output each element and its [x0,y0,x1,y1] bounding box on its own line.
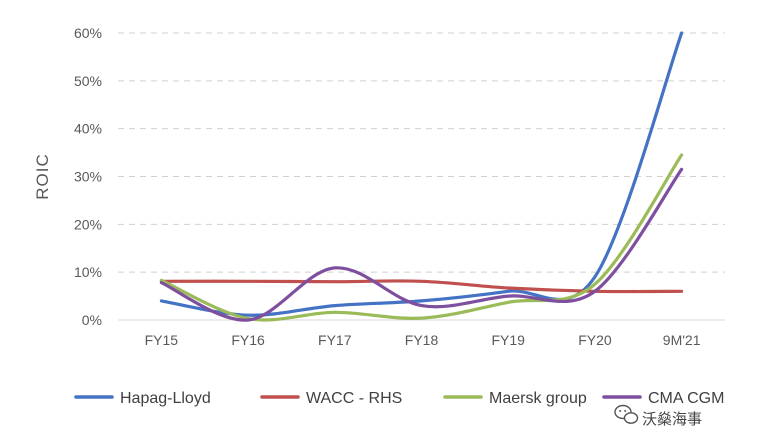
watermark: 沃燊海事 [614,404,702,428]
gridlines [118,32,725,273]
series-line-maersk-group [159,153,684,322]
legend-label: WACC - RHS [306,390,402,407]
x-tick-label: FY17 [318,332,352,348]
x-tick-label: FY16 [231,332,265,348]
y-tick-label: 30% [74,169,102,185]
x-tick-label: FY19 [491,332,525,348]
x-axis-ticks: FY15 FY16 FY17 FY18 FY19 FY20 9M'21 [145,332,701,348]
y-axis-ticks: 0% 10% 20% 30% 40% 50% 60% [74,25,102,328]
series-line-hapag-lloyd [159,31,684,317]
y-tick-label: 50% [74,73,102,89]
y-tick-label: 0% [82,312,102,328]
y-tick-label: 10% [74,264,102,280]
y-axis-label: ROIC [33,153,52,200]
watermark-text: 沃燊海事 [642,410,702,428]
x-tick-label: FY15 [145,332,179,348]
x-tick-label: FY20 [578,332,612,348]
wechat-icon [614,404,639,424]
series-lines [159,31,684,322]
legend-label: Hapag-Lloyd [120,390,211,407]
y-tick-label: 20% [74,216,102,232]
legend: Hapag-Lloyd WACC - RHS Maersk group CMA CGM [74,390,724,407]
y-tick-label: 60% [74,25,102,41]
x-tick-label: FY18 [405,332,439,348]
legend-label: CMA CGM [648,390,724,407]
x-tick-label: 9M'21 [663,332,701,348]
y-tick-label: 40% [74,121,102,137]
legend-label: Maersk group [489,390,587,407]
series-line-cma-cgm [159,167,684,322]
